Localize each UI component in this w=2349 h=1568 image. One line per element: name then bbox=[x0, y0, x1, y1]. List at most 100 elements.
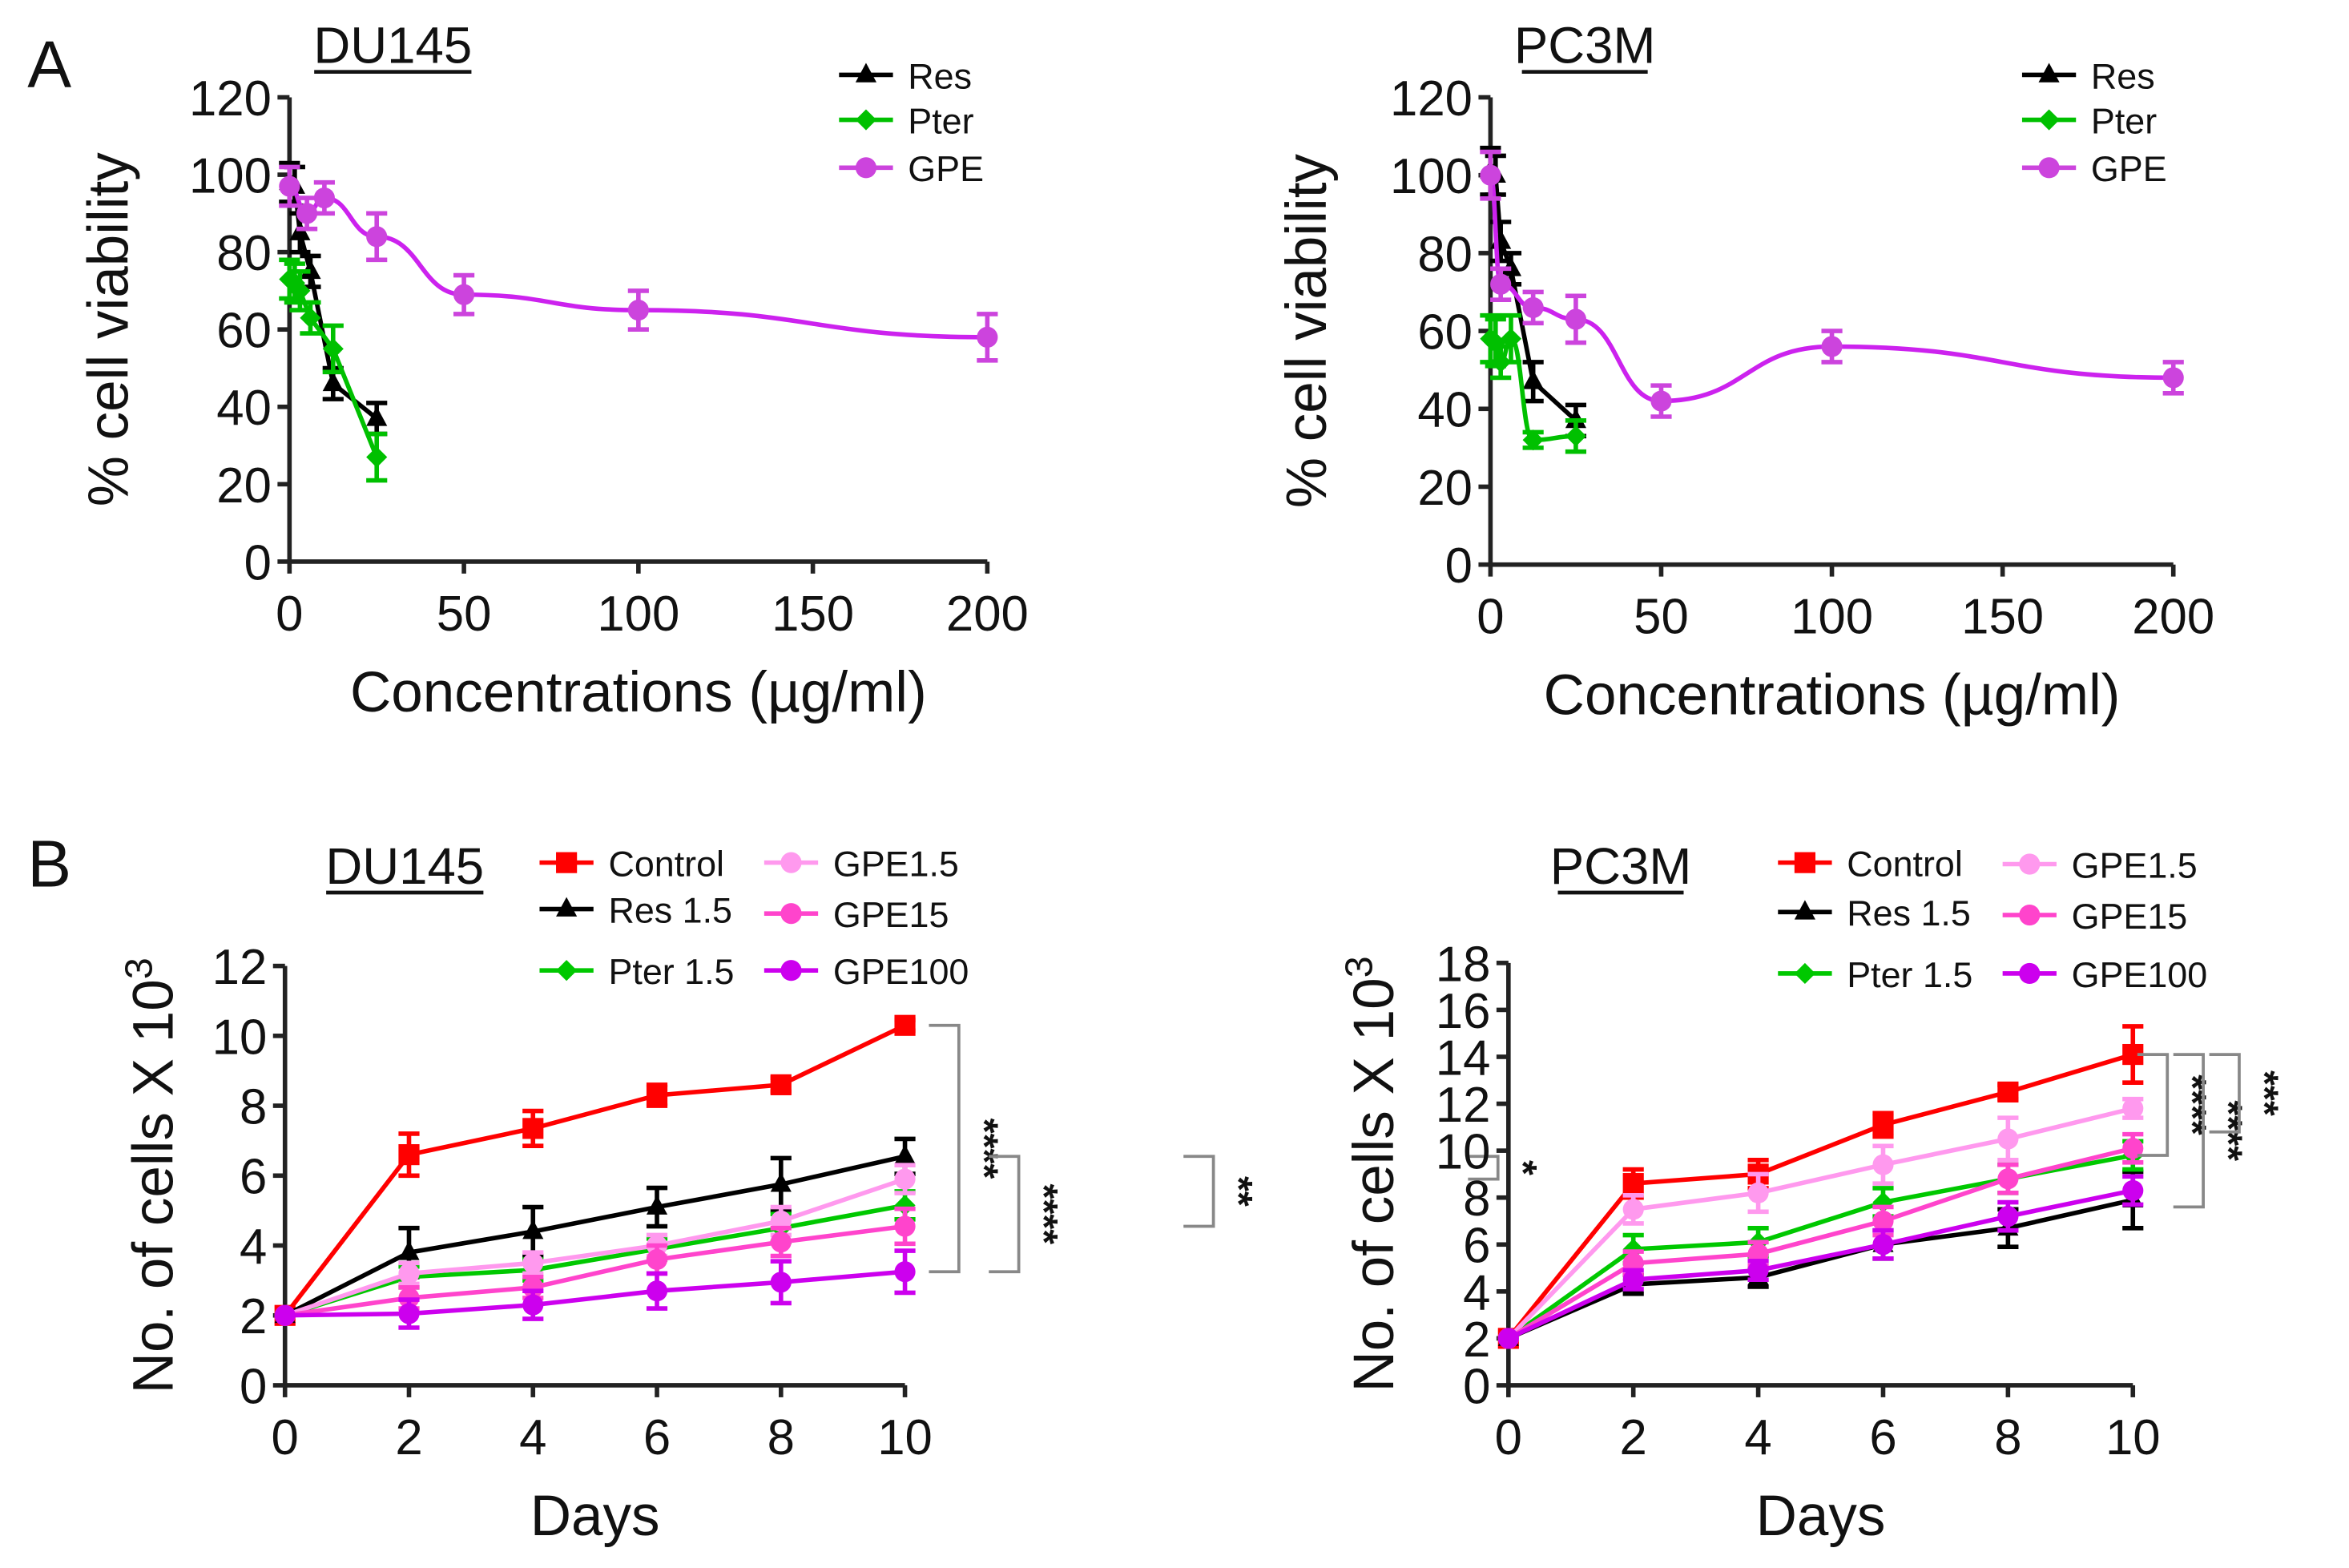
significance-label: **** bbox=[962, 1119, 1005, 1179]
circle-marker bbox=[894, 1168, 916, 1190]
legend-label: Res bbox=[908, 55, 972, 96]
series-Res-1.5 bbox=[274, 1136, 916, 1324]
circle-marker bbox=[1490, 273, 1512, 295]
bracket-line bbox=[929, 1023, 961, 1274]
triangle-marker bbox=[1490, 229, 1512, 249]
y-tick-label: 80 bbox=[216, 226, 272, 281]
series-line bbox=[1507, 1153, 2133, 1340]
diamond-marker bbox=[1794, 962, 1815, 985]
chart-a-pc3m: 0 50 100 150 200 0 20 40 60 80 100 120 Concentration… bbox=[1275, 18, 2214, 728]
circle-marker bbox=[313, 187, 335, 209]
triangle-marker bbox=[855, 62, 877, 83]
triangle-marker bbox=[1794, 900, 1815, 920]
y-tick-label: 120 bbox=[1390, 71, 1473, 127]
x-tick-label: 50 bbox=[437, 586, 492, 642]
series-line bbox=[1507, 1188, 2133, 1340]
y-tick-label: 8 bbox=[240, 1079, 267, 1135]
y-tick-label: 6 bbox=[1463, 1219, 1490, 1274]
circle-marker bbox=[770, 1272, 792, 1293]
circle-marker bbox=[366, 226, 388, 248]
legend-label: Pter 1.5 bbox=[1847, 954, 1972, 995]
triangle-marker bbox=[522, 1219, 544, 1239]
y-tick-label: 60 bbox=[1417, 305, 1473, 361]
legend-label: GPE100 bbox=[2072, 954, 2208, 995]
circle-marker bbox=[2122, 1098, 2144, 1119]
circle-marker bbox=[2162, 367, 2184, 389]
legend-item: Control bbox=[1778, 843, 1963, 884]
y-tick-label: 20 bbox=[1417, 461, 1473, 516]
circle-marker bbox=[2019, 904, 2041, 926]
circle-marker bbox=[1872, 1210, 1894, 1232]
square-marker bbox=[1872, 1114, 1894, 1136]
chart-a-du145: 0 50 100 150 200 0 20 40 60 80 100 120 Concentration… bbox=[77, 18, 1028, 724]
significance-label: ** bbox=[1217, 1176, 1260, 1207]
legend-label: GPE bbox=[908, 148, 984, 189]
square-marker bbox=[1794, 852, 1815, 873]
x-tick-label: 150 bbox=[1961, 590, 2044, 645]
series-line bbox=[283, 1023, 906, 1317]
y-tick-label: 0 bbox=[1445, 538, 1473, 594]
x-tick-label: 200 bbox=[946, 586, 1029, 642]
y-tick-label: 60 bbox=[216, 304, 272, 359]
diamond-marker bbox=[322, 338, 344, 360]
series-Pter-1.5 bbox=[1497, 1139, 2144, 1349]
circle-marker bbox=[770, 1231, 792, 1253]
series-line bbox=[284, 1154, 906, 1318]
y-tick-label: 0 bbox=[1463, 1359, 1490, 1414]
legend-item: Res bbox=[839, 55, 972, 96]
legend-item: GPE1.5 bbox=[2002, 844, 2198, 885]
significance-bracket: **** bbox=[929, 1023, 1005, 1274]
series-fit-line bbox=[288, 183, 988, 340]
y-tick-label: 120 bbox=[189, 71, 272, 127]
y-axis-label: % cell viability bbox=[1275, 154, 1339, 509]
triangle-marker bbox=[322, 371, 344, 392]
y-axis-label: No. of cells X 103 bbox=[117, 957, 185, 1393]
x-tick-label: 10 bbox=[877, 1410, 933, 1465]
significance-bracket: ** bbox=[1183, 1155, 1260, 1228]
circle-marker bbox=[398, 1263, 420, 1284]
circle-marker bbox=[274, 1304, 296, 1326]
legend-item: Res 1.5 bbox=[539, 889, 732, 930]
legend-item: Pter 1.5 bbox=[539, 951, 735, 992]
circle-marker bbox=[2122, 1138, 2144, 1159]
triangle-marker bbox=[556, 897, 578, 917]
legend-item: GPE15 bbox=[2002, 896, 2187, 937]
y-tick-label: 10 bbox=[1436, 1125, 1491, 1180]
x-tick-label: 100 bbox=[1791, 590, 1873, 645]
triangle-marker bbox=[398, 1240, 420, 1260]
circle-marker bbox=[1997, 1168, 2019, 1190]
diamond-marker bbox=[855, 109, 877, 131]
chart-title: DU145 bbox=[313, 18, 472, 75]
series-line bbox=[284, 1176, 906, 1318]
circle-marker bbox=[2038, 157, 2060, 179]
legend-item: Res 1.5 bbox=[1778, 893, 1971, 933]
y-axis-label: No. of cells X 103 bbox=[1338, 956, 1406, 1392]
diamond-marker bbox=[1522, 429, 1544, 451]
chart-title: DU145 bbox=[325, 838, 484, 895]
x-tick-label: 4 bbox=[1744, 1410, 1771, 1465]
triangle-marker bbox=[894, 1144, 916, 1164]
circle-marker bbox=[1872, 1154, 1894, 1175]
y-tick-label: 14 bbox=[1436, 1030, 1491, 1086]
series-GPE15 bbox=[1497, 1131, 2144, 1349]
circle-marker bbox=[1497, 1328, 1519, 1349]
x-tick-label: 0 bbox=[1495, 1410, 1522, 1465]
legend-item: Pter 1.5 bbox=[1778, 954, 1972, 995]
legend-label: Control bbox=[608, 843, 724, 884]
triangle-marker bbox=[770, 1172, 792, 1192]
y-tick-label: 10 bbox=[212, 1010, 268, 1065]
legend-item: GPE100 bbox=[764, 951, 969, 992]
x-tick-label: 10 bbox=[2105, 1410, 2161, 1465]
x-axis-label: Concentrations (µg/ml) bbox=[1544, 664, 2121, 728]
series-GPE100 bbox=[274, 1248, 916, 1330]
circle-marker bbox=[1622, 1269, 1644, 1291]
circle-marker bbox=[2019, 853, 2041, 875]
series-line bbox=[1507, 1146, 2133, 1340]
diamond-marker bbox=[556, 960, 578, 982]
legend-item: Res bbox=[2021, 55, 2155, 96]
significance-bracket: * bbox=[1468, 1155, 1545, 1181]
significance-label: * bbox=[1501, 1160, 1545, 1175]
legend-label: Res 1.5 bbox=[608, 889, 732, 930]
x-axis-label: Days bbox=[1756, 1485, 1886, 1548]
